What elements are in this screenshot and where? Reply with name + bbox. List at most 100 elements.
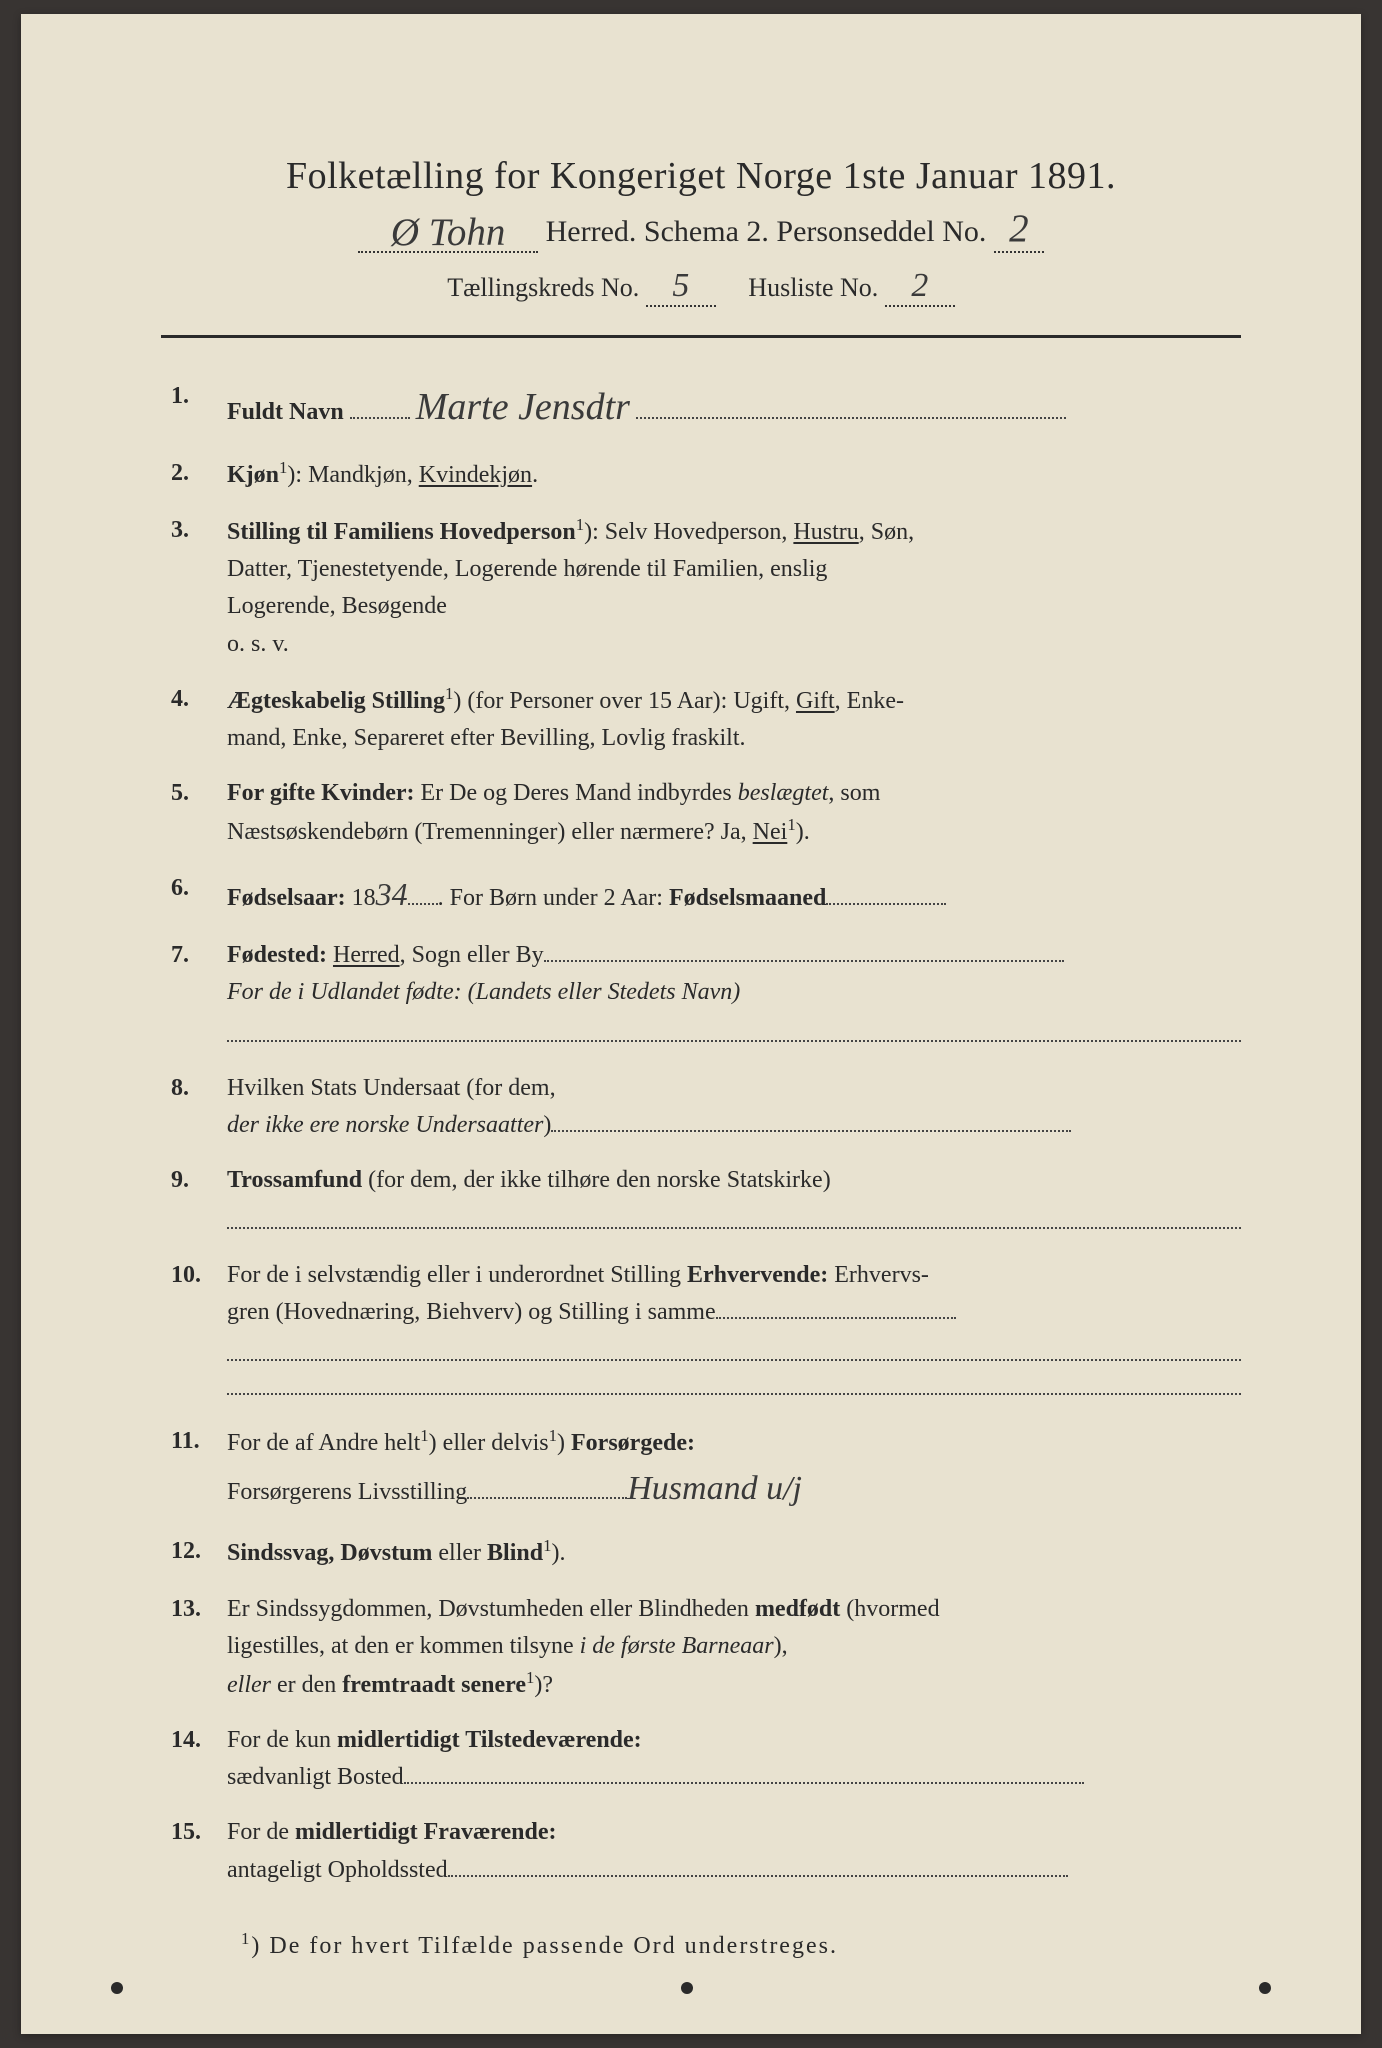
entry-12: 12. Sindssvag, Døvstum eller Blind1).	[171, 1533, 1241, 1572]
mid: ) eller delvis	[429, 1430, 549, 1456]
after-hw: . For Børn under 2 Aar:	[438, 885, 669, 911]
line3a: Tællingskreds No.	[447, 273, 639, 302]
cont-label: antageligt Opholdssted	[227, 1857, 448, 1883]
cont-mixed-1: eller er den fremtraadt senere1)?	[227, 1665, 1241, 1704]
entry-num: 15.	[171, 1814, 227, 1888]
entry-num: 3.	[171, 512, 227, 663]
line2-mid: Herred. Schema 2. Personseddel No.	[546, 215, 987, 248]
sup: 1	[420, 1426, 428, 1445]
entry-7: 7. Fødested: Herred, Sogn eller By For d…	[171, 937, 1241, 1051]
cont-dots	[404, 1782, 1084, 1784]
herred-handwritten: Ø Tohn	[391, 210, 506, 255]
after: ): Selv Hovedperson,	[584, 519, 793, 545]
tail: , Sogn eller By	[400, 942, 544, 968]
cont-special: Næstsøskendebørn (Tremenninger) eller næ…	[227, 812, 1241, 851]
sup: 1	[787, 815, 795, 834]
cont-dots	[716, 1317, 956, 1319]
header-title: Folketælling for Kongeriget Norge 1ste J…	[161, 154, 1241, 198]
entry-num: 8.	[171, 1070, 227, 1144]
underlined: Nei	[753, 819, 788, 845]
entry-body: For de af Andre helt1) eller delvis1) Fo…	[227, 1423, 1241, 1515]
label: Trossamfund	[227, 1167, 362, 1193]
bold: fremtraadt senere	[342, 1672, 526, 1698]
entry-num: 1.	[171, 378, 227, 437]
entry-6: 6. Fødselsaar: 1834. For Børn under 2 Aa…	[171, 870, 1241, 920]
pre: For de	[227, 1819, 295, 1845]
entry-13: 13. Er Sindssygdommen, Døvstumheden elle…	[171, 1591, 1241, 1705]
entry-15: 15. For de midlertidigt Fraværende: anta…	[171, 1814, 1241, 1888]
entry-5: 5. For gifte Kvinder: Er De og Deres Man…	[171, 775, 1241, 851]
cont-italic: der ikke ere norske Undersaatter	[227, 1112, 543, 1138]
entry-14: 14. For de kun midlertidigt Tilstedevære…	[171, 1722, 1241, 1796]
entry-num: 11.	[171, 1423, 227, 1515]
entry-num: 7.	[171, 937, 227, 1051]
tail: , Søn,	[859, 519, 914, 545]
label: Stilling til Familiens Hovedperson	[227, 519, 576, 545]
label: Fødested:	[227, 942, 327, 968]
bold: Blind	[487, 1540, 543, 1566]
label: Ægteskabelig Stilling	[227, 688, 445, 714]
mid-dots	[408, 903, 438, 905]
entry-10: 10. For de i selvstændig eller i underor…	[171, 1257, 1241, 1405]
punch-hole-icon	[1259, 1982, 1271, 1994]
bold: Forsørgede:	[571, 1430, 695, 1456]
entry-1: 1. Fuldt Navn Marte Jensdtr	[171, 378, 1241, 437]
entry-9: 9. Trossamfund (for dem, der ikke tilhør…	[171, 1162, 1241, 1239]
footnote-sup: 1	[241, 1929, 251, 1948]
entry-num: 9.	[171, 1162, 227, 1239]
sup2: 1	[549, 1426, 557, 1445]
entry-8: 8. Hvilken Stats Undersaat (for dem, der…	[171, 1070, 1241, 1144]
plain: Hvilken Stats Undersaat (for dem,	[227, 1075, 556, 1101]
underlined: Hustru	[793, 519, 858, 545]
husliste-no-hw: 2	[911, 267, 928, 305]
post: )?	[534, 1672, 553, 1698]
form-entries: 1. Fuldt Navn Marte Jensdtr 2. Kjøn1): M…	[161, 378, 1241, 1889]
cont-line: Datter, Tjenestetyende, Logerende hørend…	[227, 551, 1241, 588]
entry-body: For de i selvstændig eller i underordnet…	[227, 1257, 1241, 1405]
italic-pre: eller	[227, 1672, 271, 1698]
punch-hole-icon	[681, 1982, 693, 1994]
header-line3: Tællingskreds No. 5 Husliste No. 2	[161, 267, 1241, 307]
entry-body: Hvilken Stats Undersaat (for dem, der ik…	[227, 1070, 1241, 1144]
after: eller	[432, 1540, 487, 1566]
livsstilling-hw: Husmand u/j	[627, 1463, 802, 1516]
bold-tail: Fødselsmaaned	[669, 885, 826, 911]
italic: i de første Barneaar	[580, 1633, 774, 1659]
underlined: Gift	[796, 688, 835, 714]
underlined: Kvindekjøn	[419, 462, 532, 488]
entry-body: For de midlertidigt Fraværende: antageli…	[227, 1814, 1241, 1888]
tail: , Enke-	[835, 688, 904, 714]
census-form-page: Folketælling for Kongeriget Norge 1ste J…	[21, 14, 1361, 2034]
pre: Næstsøskendebørn (Tremenninger) eller næ…	[227, 819, 753, 845]
entry-num: 5.	[171, 775, 227, 851]
trail-dots	[544, 960, 1064, 962]
entry-2: 2. Kjøn1): Mandkjøn, Kvindekjøn.	[171, 455, 1241, 494]
label: Sindssvag, Døvstum	[227, 1540, 432, 1566]
after: (for dem, der ikke tilhøre den norske St…	[362, 1167, 831, 1193]
fuldt-navn-hw: Marte Jensdtr	[416, 378, 630, 437]
label: Fuldt Navn	[227, 399, 344, 425]
entry-body: Trossamfund (for dem, der ikke tilhøre d…	[227, 1162, 1241, 1239]
entry-body: Ægteskabelig Stilling1) (for Personer ov…	[227, 681, 1241, 757]
year-hw: 34	[376, 870, 408, 920]
cont-text: gren (Hovednæring, Biehverv) og Stilling…	[227, 1299, 716, 1325]
cont-line: antageligt Opholdssted	[227, 1852, 1241, 1889]
cont-label: Forsørgerens Livsstilling	[227, 1479, 467, 1505]
pre: For de i selvstændig eller i underordnet…	[227, 1262, 687, 1288]
entry-num: 2.	[171, 455, 227, 494]
punch-hole-icon	[111, 1982, 123, 1994]
kreds-no-hw: 5	[672, 267, 689, 305]
cont-dots	[467, 1497, 627, 1499]
after: ) (for Personer over 15 Aar): Ugift,	[453, 688, 796, 714]
trail-dots	[551, 1130, 1071, 1132]
trail-dots	[826, 903, 946, 905]
label: Kjøn	[227, 462, 279, 488]
pre: For de kun	[227, 1727, 337, 1753]
cont-dots	[448, 1875, 1068, 1877]
entry-num: 13.	[171, 1591, 227, 1705]
label: For gifte Kvinder:	[227, 780, 415, 806]
header-divider	[161, 335, 1241, 338]
post: Erhvervs-	[828, 1262, 929, 1288]
entry-body: Fødested: Herred, Sogn eller By For de i…	[227, 937, 1241, 1051]
entry-body: Fuldt Navn Marte Jensdtr	[227, 378, 1241, 437]
